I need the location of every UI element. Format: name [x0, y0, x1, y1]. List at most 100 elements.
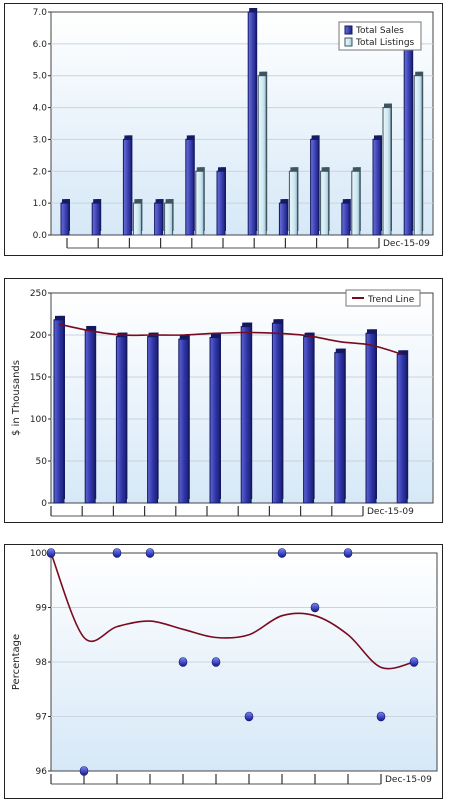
- sales-bar-top: [373, 135, 382, 140]
- listings-bar: [132, 202, 142, 236]
- price-bar: [147, 336, 159, 504]
- listings-bar-top: [383, 103, 392, 108]
- sales-bar-top: [279, 199, 289, 204]
- sales-bar: [310, 138, 320, 236]
- date-label: Dec-15-09: [385, 775, 432, 785]
- y-tick-label: 96: [36, 767, 48, 777]
- listings-bar-top: [351, 167, 361, 172]
- price-bar-top: [178, 335, 190, 340]
- sales-listings-chart: 0.0 1.0 2.0 3.0 4.0 5.0 6.0 7.0 Dec-15-09 Total S…: [33, 8, 434, 249]
- price-bar-top: [85, 325, 97, 330]
- sales-bar: [60, 202, 70, 236]
- y-tick-label: 1.0: [33, 199, 48, 209]
- price-bar: [365, 332, 377, 504]
- listings-bar: [351, 170, 361, 236]
- listings-bar: [257, 75, 267, 236]
- y-tick-label: 200: [30, 331, 47, 341]
- data-point: [211, 657, 221, 667]
- data-point: [244, 711, 254, 722]
- data-point: [409, 657, 419, 667]
- data-point: [145, 548, 155, 558]
- listings-bar-top: [164, 199, 174, 204]
- y-tick-label: 50: [36, 457, 48, 467]
- y-tick-label: 98: [36, 658, 48, 668]
- listings-bar: [288, 170, 298, 236]
- listings-bar-top: [195, 167, 205, 172]
- y-tick-label: 4.0: [33, 104, 48, 114]
- price-bar: [271, 322, 283, 504]
- data-point: [310, 602, 320, 613]
- sales-bar: [185, 138, 195, 236]
- price-bar: [334, 352, 346, 504]
- percentage-chart: 96 97 98 99 100 Percentage Dec-15-09: [11, 548, 438, 785]
- sales-bar-top: [341, 199, 351, 204]
- y-tick-label: 6.0: [33, 40, 48, 50]
- y-tick-label: 7.0: [33, 8, 48, 18]
- data-point: [277, 548, 287, 558]
- sales-bar: [372, 138, 382, 236]
- y-tick-label: 0: [41, 499, 47, 509]
- listings-bar: [164, 202, 174, 236]
- sales-bar: [154, 202, 164, 236]
- listings-bar-top: [414, 71, 424, 76]
- listings-bar-top: [133, 199, 143, 204]
- sales-bar: [341, 202, 351, 236]
- date-label: Dec-15-09: [383, 239, 430, 249]
- data-point: [46, 548, 56, 558]
- listings-bar: [413, 75, 423, 236]
- y-tick-label: 250: [30, 289, 47, 299]
- sales-bar: [216, 170, 226, 236]
- legend-label-trend: Trend Line: [367, 295, 415, 305]
- y-tick-label: 100: [30, 549, 47, 559]
- price-bar: [303, 336, 315, 504]
- sales-bar-top: [217, 167, 226, 172]
- price-bar-top: [334, 348, 346, 353]
- price-bar: [240, 326, 252, 504]
- price-bar: [84, 329, 96, 504]
- average-price-chart-panel: 0 50 100 150 200 250 $ in Thousands Dec-15-09 Tr…: [4, 278, 443, 523]
- data-point: [343, 548, 353, 558]
- price-bar-top: [272, 319, 284, 324]
- sales-bar: [247, 11, 257, 236]
- y-tick-label: 0.0: [33, 231, 48, 241]
- price-bar-top: [366, 329, 377, 334]
- y-tick-label: 99: [36, 604, 48, 614]
- sales-bar-top: [154, 199, 164, 204]
- price-bar-top: [241, 322, 253, 327]
- sales-bar-top: [123, 135, 133, 140]
- y-tick-label: 97: [36, 713, 47, 723]
- price-bar: [396, 353, 408, 504]
- data-point: [112, 548, 122, 558]
- y-tick-label: 3.0: [33, 135, 48, 145]
- legend-swatch-sales: [344, 25, 353, 35]
- trend-line: [50, 552, 415, 670]
- listings-bar: [320, 170, 330, 236]
- data-point: [376, 711, 386, 722]
- price-bar-top: [210, 333, 221, 338]
- listings-bar-top: [258, 71, 268, 76]
- price-bar: [53, 319, 65, 504]
- listings-bar-top: [289, 167, 299, 172]
- legend-label-sales: Total Sales: [355, 26, 404, 36]
- sales-bar: [403, 43, 413, 236]
- sales-bar-top: [92, 199, 102, 204]
- listings-bar-top: [320, 167, 330, 172]
- y-tick-label: 150: [30, 373, 47, 383]
- price-bar: [209, 337, 221, 504]
- average-price-chart: 0 50 100 150 200 250 $ in Thousands Dec-15-09 Tr…: [11, 289, 434, 517]
- listings-bar: [195, 170, 205, 236]
- sales-bar-top: [248, 8, 258, 12]
- legend-box: [345, 289, 421, 307]
- legend-swatch-listings: [344, 37, 353, 47]
- legend-label-listings: Total Listings: [355, 38, 415, 48]
- sales-bar-top: [185, 135, 195, 140]
- sales-bar: [278, 202, 288, 236]
- price-bar-top: [54, 315, 65, 320]
- data-point: [178, 657, 188, 667]
- y-axis-title: Percentage: [11, 634, 22, 690]
- listings-bar: [382, 107, 392, 236]
- price-bar: [115, 336, 127, 504]
- y-tick-label: 100: [30, 415, 47, 425]
- trend-line: [58, 323, 403, 356]
- date-label: Dec-15-09: [367, 507, 414, 517]
